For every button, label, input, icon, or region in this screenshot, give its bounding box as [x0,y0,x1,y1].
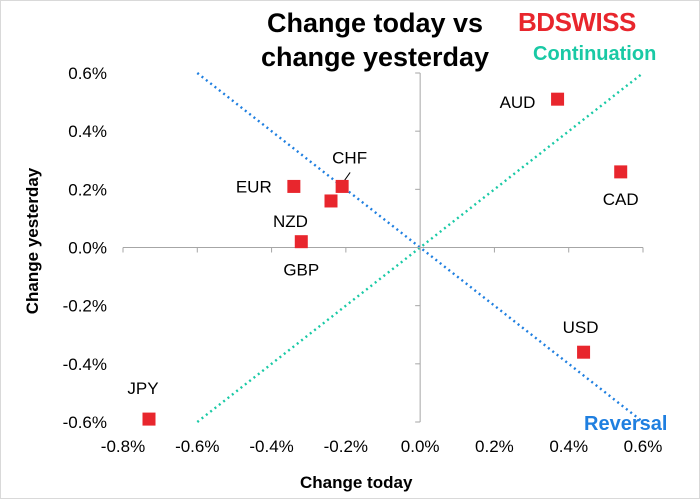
data-label-usd: USD [563,318,599,337]
data-point-gbp [294,235,308,249]
data-label-eur: EUR [236,177,272,196]
reversal-annotation: Reversal [584,413,668,435]
data-label-chf: CHF [332,148,367,167]
chart-title: Change today vs change yesterday [210,6,540,74]
x-tick-label: -0.6% [175,437,219,456]
logo-part-2: SWISS [554,7,637,37]
y-tick-label: -0.2% [63,297,107,316]
chart-title-line-1: Change today vs [266,8,484,38]
x-tick-label: -0.2% [324,437,368,456]
data-label-gbp: GBP [283,261,319,280]
chart-title-line-2: change yesterday [260,42,490,72]
brand-logo: BDSWISS [518,7,636,38]
data-label-nzd: NZD [273,212,308,231]
data-point-aud [551,92,565,106]
reference-line-continuation [196,72,644,423]
data-point-nzd [324,194,338,208]
data-point-chf [335,179,349,193]
y-tick-label: 0.0% [68,239,107,258]
y-tick-label: 0.4% [68,122,107,141]
continuation-annotation: Continuation [533,43,657,65]
y-tick-label: -0.6% [63,413,107,432]
x-tick-label: 0.6% [624,437,663,456]
logo-part-1: BD [518,7,555,37]
data-point-jpy [142,412,156,426]
data-point-eur [287,179,301,193]
data-label-jpy: JPY [127,379,158,398]
y-tick-label: 0.2% [68,180,107,199]
x-tick-label: -0.8% [101,437,145,456]
y-tick-label: 0.6% [68,64,107,83]
x-tick-label: 0.2% [475,437,514,456]
x-tick-label: 0.0% [401,437,440,456]
data-point-usd [577,345,591,359]
reference-line-reversal [196,72,644,423]
x-axis-label: Change today [300,473,413,492]
data-label-aud: AUD [500,93,536,112]
y-tick-label: -0.4% [63,355,107,374]
data-point-cad [614,165,628,179]
x-tick-label: 0.4% [549,437,588,456]
data-label-cad: CAD [603,190,639,209]
x-tick-label: -0.4% [249,437,293,456]
